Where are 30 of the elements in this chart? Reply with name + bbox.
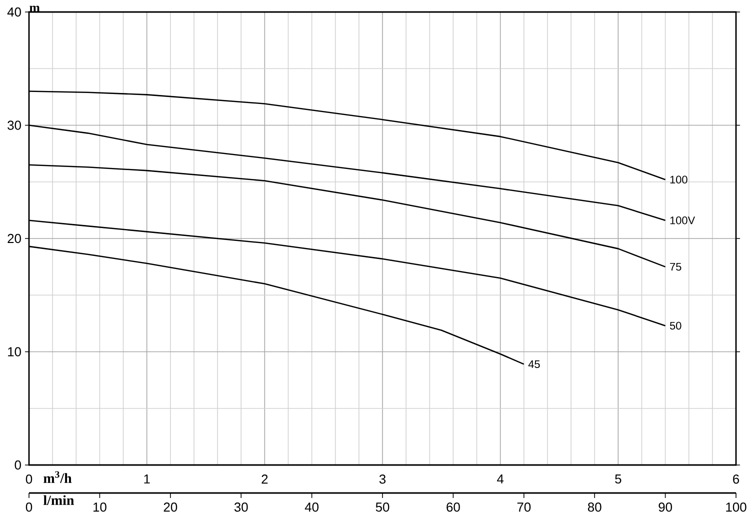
x2-tick-label: 50 xyxy=(376,502,390,512)
x2-tick-label: 80 xyxy=(588,502,602,512)
y-tick-label: 0 xyxy=(14,460,21,470)
x2-tick-label: 30 xyxy=(234,502,248,512)
x2-tick-label: 90 xyxy=(658,502,672,512)
x2-tick-label: 70 xyxy=(517,502,531,512)
x-axis-title: m$^{3}$/h xyxy=(44,471,72,484)
x-tick-label: 4 xyxy=(497,474,504,484)
y-tick-label: 10 xyxy=(8,347,21,356)
y-tick-label: 40 xyxy=(7,7,21,17)
x-tick-label: 6 xyxy=(733,474,740,484)
x2-tick-label: 60 xyxy=(446,502,460,512)
x2-tick-label: 20 xyxy=(164,502,178,512)
x-tick-label: 2 xyxy=(262,474,268,484)
x-tick-label: 1 xyxy=(144,474,150,484)
y-tick-label: 30 xyxy=(8,120,21,130)
y-tick-label: 20 xyxy=(8,234,21,244)
series-label: 100V xyxy=(670,216,696,224)
x2-tick-label: 0 xyxy=(26,502,32,512)
x-tick-label: 3 xyxy=(379,474,386,484)
x-tick-label: 5 xyxy=(615,474,622,484)
series-label: 50 xyxy=(670,322,682,330)
x2-tick-label: 100 xyxy=(726,502,746,512)
series-label: 75 xyxy=(670,262,682,271)
series-label: 45 xyxy=(528,360,540,368)
series-label: 100 xyxy=(670,176,688,184)
x-tick-label: 0 xyxy=(26,474,32,484)
x2-tick-label: 10 xyxy=(93,502,106,512)
x2-axis-title: l/min xyxy=(43,495,74,506)
x2-tick-label: 40 xyxy=(304,502,319,512)
